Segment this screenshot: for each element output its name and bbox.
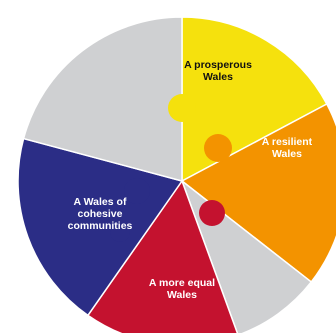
- label-more-equal-line-1: A more equal: [149, 277, 215, 289]
- label-cohesive: A Wales of cohesive communities: [68, 196, 133, 232]
- puzzle-knob-3: [199, 200, 225, 226]
- puzzle-knob-1: [168, 94, 196, 122]
- label-more-equal: A more equal Wales: [149, 277, 215, 301]
- puzzle-knob-2: [204, 134, 232, 162]
- label-resilient-line-2: Wales: [272, 148, 302, 160]
- label-prosperous: A prosperous Wales: [184, 59, 252, 83]
- segments-layer: [17, 16, 336, 333]
- label-resilient: A resilient Wales: [262, 136, 313, 160]
- puzzle-knob-5: [110, 222, 130, 242]
- label-prosperous-line-2: Wales: [203, 71, 233, 83]
- puzzle-knob-4: [124, 178, 150, 204]
- segment-segment-6: [22, 16, 183, 182]
- segment-more-equal: [86, 179, 239, 333]
- label-cohesive-line-2: cohesive: [78, 208, 123, 220]
- label-cohesive-line-3: communities: [68, 220, 133, 232]
- segment-resilient: [180, 102, 336, 284]
- label-prosperous-line-1: A prosperous: [184, 59, 252, 71]
- label-cohesive-line-1: A Wales of: [74, 196, 127, 208]
- label-resilient-line-1: A resilient: [262, 136, 313, 148]
- label-more-equal-line-2: Wales: [167, 289, 197, 301]
